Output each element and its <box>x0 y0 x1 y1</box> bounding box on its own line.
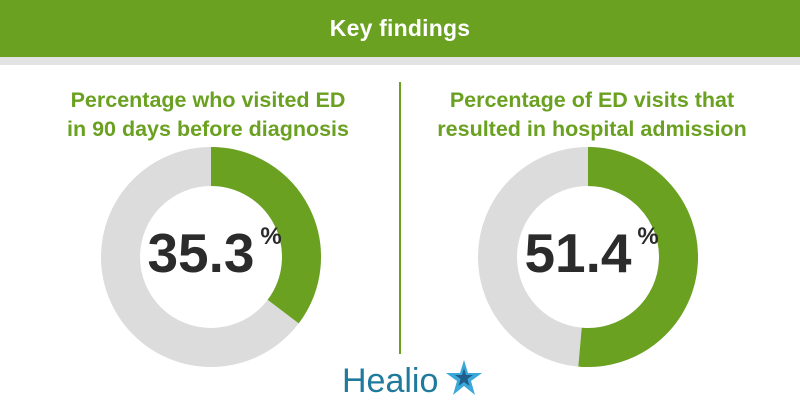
header-underline <box>0 57 800 65</box>
logo-wordmark: Healio <box>342 362 439 400</box>
donut-value-unit: % <box>260 223 281 250</box>
star-icon <box>446 360 482 395</box>
donut-value-unit: % <box>637 223 658 250</box>
healio-logo: Healio <box>336 358 486 408</box>
panel-title: Percentage who visited ED in 90 days bef… <box>8 86 408 144</box>
finding-panel-admissions: Percentage of ED visits that resulted in… <box>392 86 792 367</box>
page-title: Key findings <box>329 15 471 41</box>
panel-title-line: Percentage who visited ED <box>70 88 346 112</box>
donut-slice-value <box>578 147 698 367</box>
donut-chart-ed-visits: 35.3 % <box>101 147 321 367</box>
panel-title-line: resulted in hospital admission <box>437 117 747 141</box>
panel-title: Percentage of ED visits that resulted in… <box>392 86 792 144</box>
panel-divider <box>399 82 401 354</box>
donut-slice-value <box>210 147 321 324</box>
panel-title-line: Percentage of ED visits that <box>449 88 735 112</box>
header-banner: Key findings <box>0 0 800 57</box>
donut-value-label: 51.4 <box>524 222 631 284</box>
finding-panel-ed-visits: Percentage who visited ED in 90 days bef… <box>8 86 408 367</box>
donut-chart-admissions: 51.4 % <box>478 147 698 367</box>
panel-title-line: in 90 days before diagnosis <box>67 117 349 141</box>
donut-value-label: 35.3 <box>147 222 254 284</box>
